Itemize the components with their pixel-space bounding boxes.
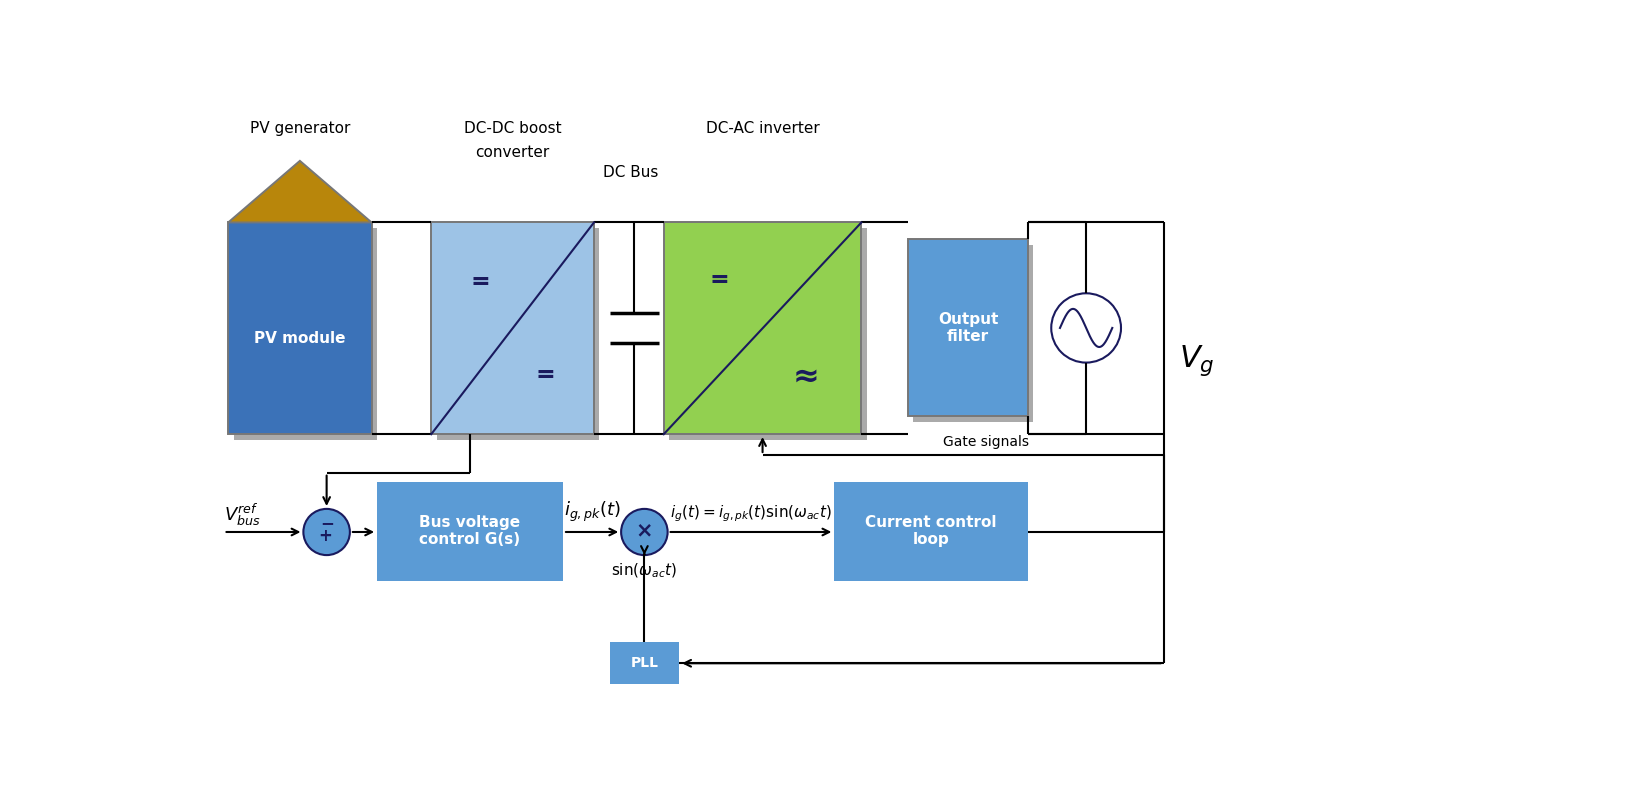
Text: +: + (319, 527, 332, 545)
Text: $V_g$: $V_g$ (1180, 343, 1214, 378)
Text: DC-AC inverter: DC-AC inverter (705, 121, 819, 136)
Text: Current control
loop: Current control loop (866, 515, 996, 548)
Circle shape (621, 509, 667, 555)
Text: Output
filter: Output filter (938, 312, 998, 344)
Text: =: = (471, 270, 491, 293)
Bar (669, 228, 867, 440)
Text: =: = (709, 268, 729, 292)
Text: $i_{g,pk}(t)$: $i_{g,pk}(t)$ (563, 500, 621, 524)
Bar (377, 482, 563, 580)
Bar (228, 223, 372, 434)
Bar (431, 223, 595, 434)
Polygon shape (228, 161, 372, 223)
Text: PV module: PV module (254, 332, 345, 347)
Text: PLL: PLL (631, 657, 659, 670)
Text: ×: × (636, 521, 653, 541)
Text: =: = (535, 363, 555, 387)
Text: PV generator: PV generator (249, 121, 350, 136)
Circle shape (1051, 293, 1122, 363)
Bar (914, 245, 1034, 422)
Text: −: − (320, 514, 334, 532)
Text: DC Bus: DC Bus (603, 165, 657, 180)
Text: $V_{bus}^{ref}$: $V_{bus}^{ref}$ (223, 502, 259, 528)
Text: Bus voltage
control G(s): Bus voltage control G(s) (420, 515, 520, 548)
Bar (664, 223, 861, 434)
Text: ≈: ≈ (793, 362, 819, 393)
Circle shape (304, 509, 350, 555)
Text: $i_g(t)=i_{g,pk}(t)\sin(\omega_{ac}t)$: $i_g(t)=i_{g,pk}(t)\sin(\omega_{ac}t)$ (671, 504, 833, 524)
Bar (610, 642, 679, 684)
Text: $\sin(\omega_{ac}t)$: $\sin(\omega_{ac}t)$ (611, 561, 677, 580)
Text: Gate signals: Gate signals (943, 435, 1029, 449)
Bar (233, 228, 377, 440)
Text: converter: converter (476, 145, 550, 161)
Bar (909, 239, 1028, 417)
Bar (436, 228, 600, 440)
Text: DC-DC boost: DC-DC boost (464, 121, 562, 136)
Bar (834, 482, 1028, 580)
